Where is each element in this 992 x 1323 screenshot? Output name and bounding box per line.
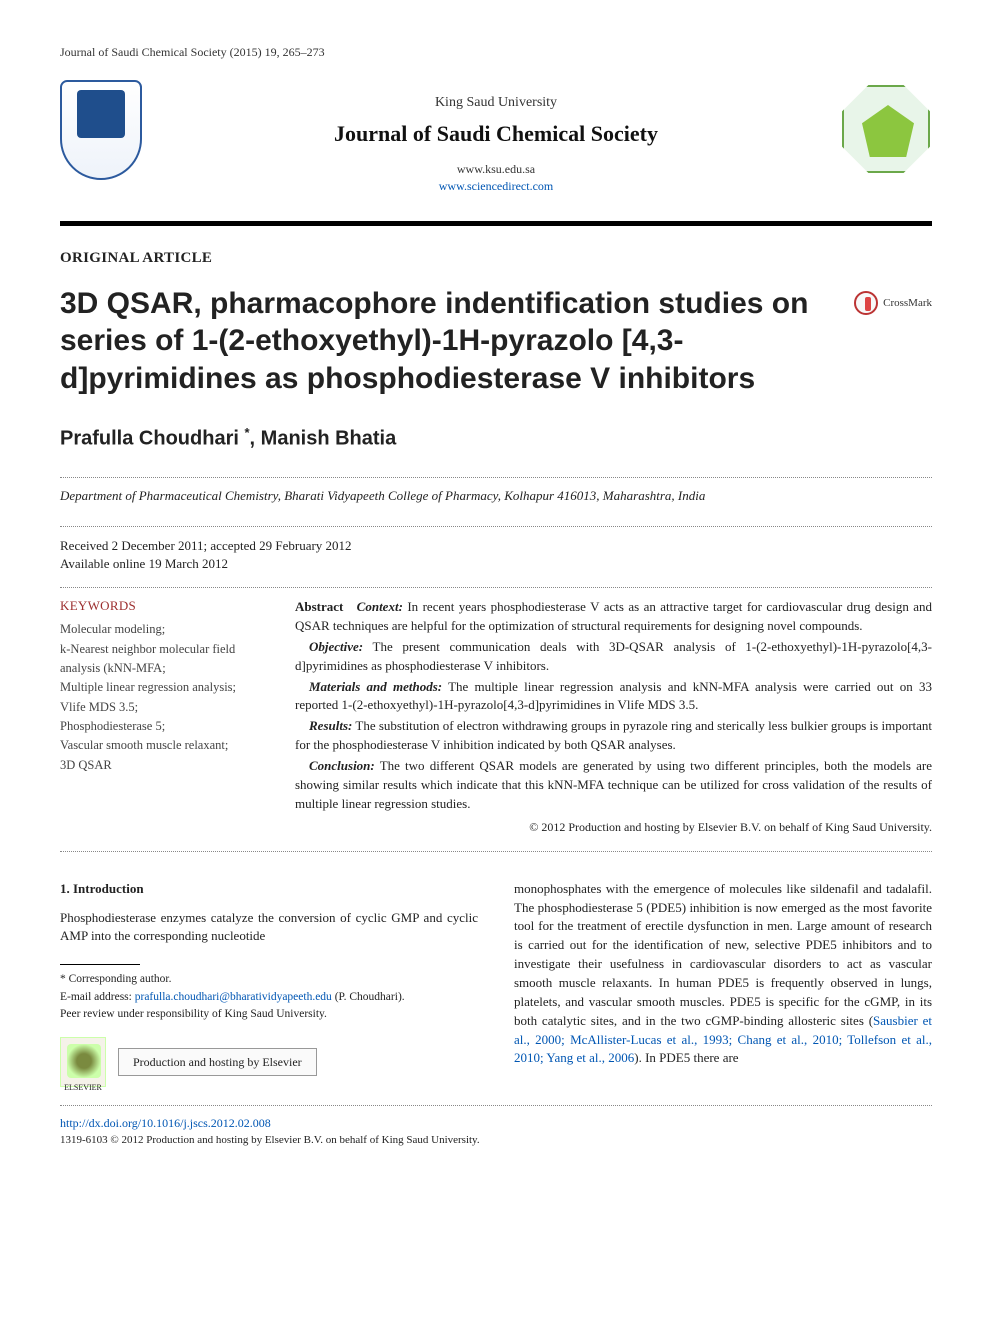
- article-title: 3D QSAR, pharmacophore indentification s…: [60, 285, 836, 398]
- intro-right-text: monophosphates with the emergence of mol…: [514, 881, 932, 1028]
- abs-results-text: The substitution of electron withdrawing…: [295, 718, 932, 752]
- doi-line: http://dx.doi.org/10.1016/j.jscs.2012.02…: [60, 1116, 932, 1131]
- column-right: monophosphates with the emergence of mol…: [514, 880, 932, 1087]
- university-shield-logo: [60, 80, 145, 190]
- dates-online: Available online 19 March 2012: [60, 555, 932, 573]
- author-2: Manish Bhatia: [261, 428, 397, 450]
- article-type: ORIGINAL ARTICLE: [60, 250, 932, 267]
- fn-email-tail: (P. Choudhari).: [335, 991, 405, 1003]
- crossmark-badge[interactable]: CrossMark: [854, 291, 932, 315]
- intro-para-right: monophosphates with the emergence of mol…: [514, 880, 932, 1068]
- dotted-rule-foot: [60, 1105, 932, 1106]
- author-1: Prafulla Choudhari: [60, 428, 239, 450]
- keywords-block: KEYWORDS Molecular modeling; k-Nearest n…: [60, 598, 265, 837]
- keywords-head: KEYWORDS: [60, 598, 265, 614]
- dotted-rule-bottom: [60, 526, 932, 527]
- abs-conclusion-label: Conclusion:: [309, 758, 375, 773]
- doi-link[interactable]: http://dx.doi.org/10.1016/j.jscs.2012.02…: [60, 1116, 271, 1130]
- header-rule: [60, 221, 932, 226]
- elsevier-logo-text: ELSEVIER: [60, 1082, 106, 1094]
- abs-methods-label: Materials and methods:: [309, 679, 442, 694]
- fn-corresponding: * Corresponding author.: [60, 971, 478, 988]
- abs-objective-label: Objective:: [309, 639, 363, 654]
- column-left: 1. Introduction Phosphodiesterase enzyme…: [60, 880, 478, 1087]
- dotted-rule-abs-bottom: [60, 851, 932, 852]
- dotted-rule-top: [60, 477, 932, 478]
- society-hexagon-logo: [842, 85, 932, 175]
- fn-email-label: E-mail address:: [60, 991, 132, 1003]
- abs-results-label: Results:: [309, 718, 352, 733]
- intro-para-left: Phosphodiesterase enzymes catalyze the c…: [60, 909, 478, 947]
- dotted-rule-abs-top: [60, 587, 932, 588]
- section-1-head: 1. Introduction: [60, 880, 478, 899]
- fn-peer-review: Peer review under responsibility of King…: [60, 1006, 478, 1023]
- intro-right-tail: ). In PDE5 there are: [634, 1050, 738, 1065]
- abstract-copyright: © 2012 Production and hosting by Elsevie…: [295, 819, 932, 836]
- elsevier-hosting-box: ELSEVIER Production and hosting by Elsev…: [60, 1037, 478, 1087]
- dates-received-accepted: Received 2 December 2011; accepted 29 Fe…: [60, 537, 932, 555]
- crossmark-icon: [854, 291, 878, 315]
- abs-conclusion-text: The two different QSAR models are genera…: [295, 758, 932, 811]
- footnote-rule: [60, 964, 140, 965]
- abstract-block: Abstract Context: In recent years phosph…: [295, 598, 932, 837]
- journal-title: Journal of Saudi Chemical Society: [60, 121, 932, 147]
- footnote-block: * Corresponding author. E-mail address: …: [60, 964, 478, 1087]
- abstract-label: Abstract: [295, 599, 343, 614]
- journal-link-ksu[interactable]: www.ksu.edu.sa: [60, 161, 932, 178]
- elsevier-hosting-text: Production and hosting by Elsevier: [118, 1048, 317, 1076]
- article-dates: Received 2 December 2011; accepted 29 Fe…: [60, 537, 932, 573]
- journal-link-sciencedirect[interactable]: www.sciencedirect.com: [60, 178, 932, 195]
- crossmark-label: CrossMark: [883, 297, 932, 309]
- footer-copyright: 1319-6103 © 2012 Production and hosting …: [60, 1134, 932, 1146]
- authors: Prafulla Choudhari *, Manish Bhatia: [60, 425, 932, 451]
- abstract-row: KEYWORDS Molecular modeling; k-Nearest n…: [60, 598, 932, 837]
- abs-objective-text: The present communication deals with 3D-…: [295, 639, 932, 673]
- running-head: Journal of Saudi Chemical Society (2015)…: [60, 45, 932, 60]
- abs-context-label: Context:: [357, 599, 403, 614]
- elsevier-tree-logo: [60, 1037, 106, 1087]
- affiliation: Department of Pharmaceutical Chemistry, …: [60, 488, 932, 504]
- journal-links: www.ksu.edu.sa www.sciencedirect.com: [60, 161, 932, 195]
- journal-header: King Saud University Journal of Saudi Ch…: [60, 75, 932, 213]
- keywords-list: Molecular modeling; k-Nearest neighbor m…: [60, 620, 265, 775]
- fn-email-link[interactable]: prafulla.choudhari@bharatividyapeeth.edu: [135, 991, 332, 1003]
- body-columns: 1. Introduction Phosphodiesterase enzyme…: [60, 880, 932, 1087]
- publisher-name: King Saud University: [60, 95, 932, 111]
